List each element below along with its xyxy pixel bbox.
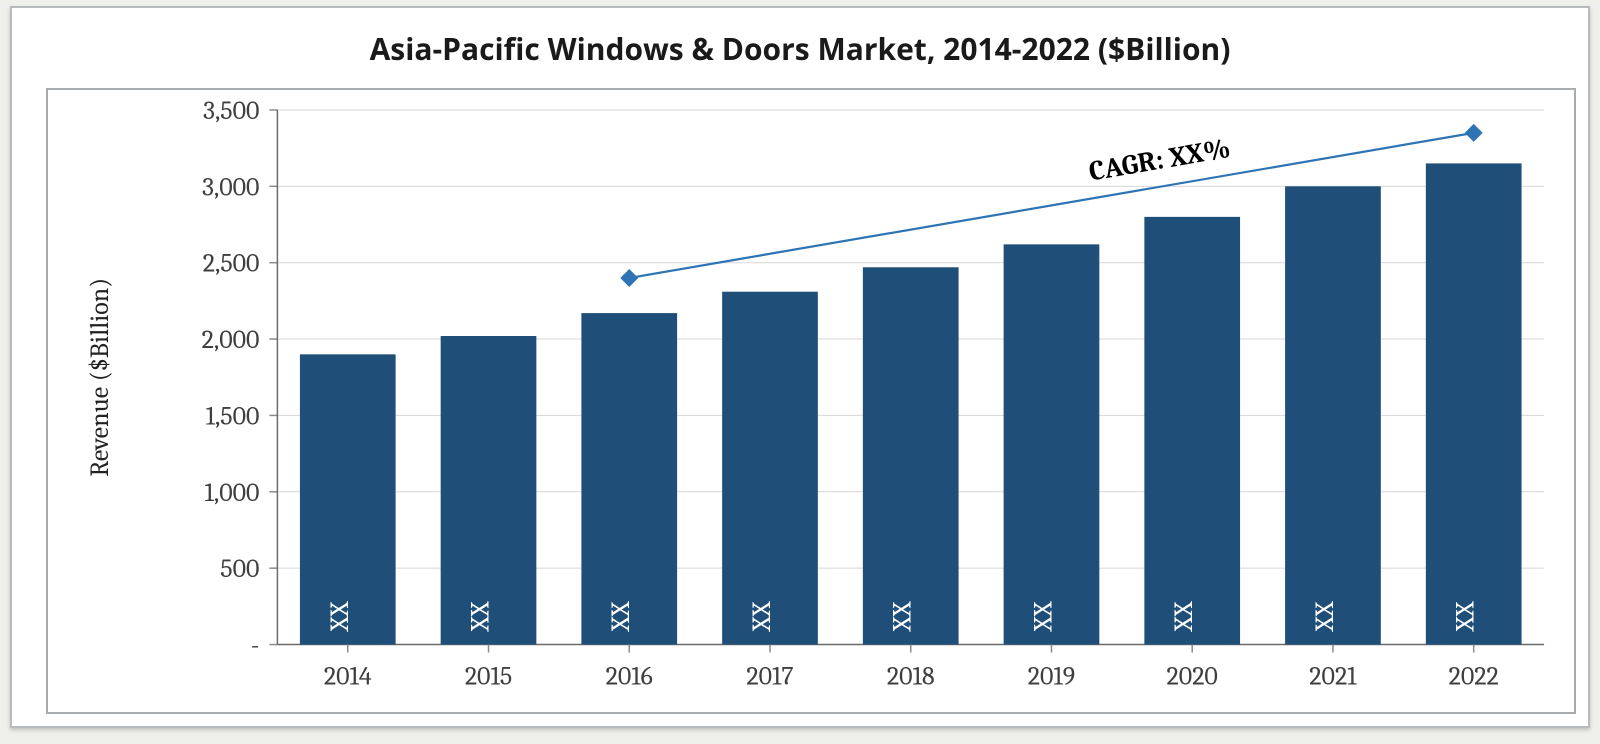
bar-value-label: XX bbox=[748, 601, 777, 633]
bar bbox=[1285, 186, 1381, 644]
bar bbox=[1004, 244, 1100, 644]
bar bbox=[1144, 217, 1240, 645]
bar-chart: - 500 1,000 1,500 2,000 2,500 3,000 3,500 XX 2014… bbox=[48, 90, 1574, 714]
bar-value-label: XX bbox=[1170, 601, 1199, 633]
x-tick-label: 2021 bbox=[1309, 662, 1357, 691]
bar bbox=[722, 292, 818, 645]
bar bbox=[863, 267, 959, 644]
bar-value-label: XX bbox=[1452, 601, 1481, 633]
chart-title: Asia-Pacific Windows & Doors Market, 201… bbox=[12, 8, 1588, 87]
bar-value-label: XX bbox=[326, 601, 355, 633]
y-tick-label: - bbox=[251, 632, 260, 661]
bar-value-label: XX bbox=[467, 601, 496, 633]
y-tick-label: 2,000 bbox=[202, 326, 260, 355]
chart-outer-frame: Asia-Pacific Windows & Doors Market, 201… bbox=[10, 6, 1590, 728]
bar-value-label: XX bbox=[1311, 601, 1340, 633]
x-tick-label: 2016 bbox=[606, 662, 653, 691]
y-tick-label: 3,000 bbox=[202, 173, 259, 202]
bar bbox=[300, 354, 396, 644]
bar-value-label: XX bbox=[889, 601, 918, 633]
bar bbox=[1426, 163, 1522, 644]
y-tick-label: 500 bbox=[220, 555, 259, 584]
bar-value-label: XX bbox=[607, 601, 636, 633]
x-tick-label: 2022 bbox=[1449, 662, 1499, 691]
cagr-marker bbox=[620, 269, 638, 287]
y-tick-label: 1,000 bbox=[205, 479, 260, 508]
chart-inner-frame: - 500 1,000 1,500 2,000 2,500 3,000 3,500 XX 2014… bbox=[46, 88, 1576, 714]
y-tick-label: 2,500 bbox=[203, 250, 260, 279]
x-tick-label: 2018 bbox=[887, 662, 935, 691]
x-tick-label: 2015 bbox=[465, 662, 512, 691]
y-tick-label: 3,500 bbox=[203, 97, 259, 126]
x-tick-label: 2014 bbox=[324, 662, 372, 691]
y-tick-label: 1,500 bbox=[206, 402, 260, 431]
bar bbox=[441, 336, 537, 645]
bar bbox=[581, 313, 677, 644]
cagr-label: CAGR: XX% bbox=[1087, 132, 1233, 188]
bar-value-label: XX bbox=[1029, 601, 1058, 633]
x-tick-label: 2020 bbox=[1167, 662, 1218, 691]
x-tick-label: 2019 bbox=[1028, 662, 1075, 691]
cagr-marker bbox=[1465, 124, 1483, 142]
x-tick-label: 2017 bbox=[746, 662, 793, 691]
y-axis-label: Revenue ($Billion) bbox=[86, 278, 115, 477]
